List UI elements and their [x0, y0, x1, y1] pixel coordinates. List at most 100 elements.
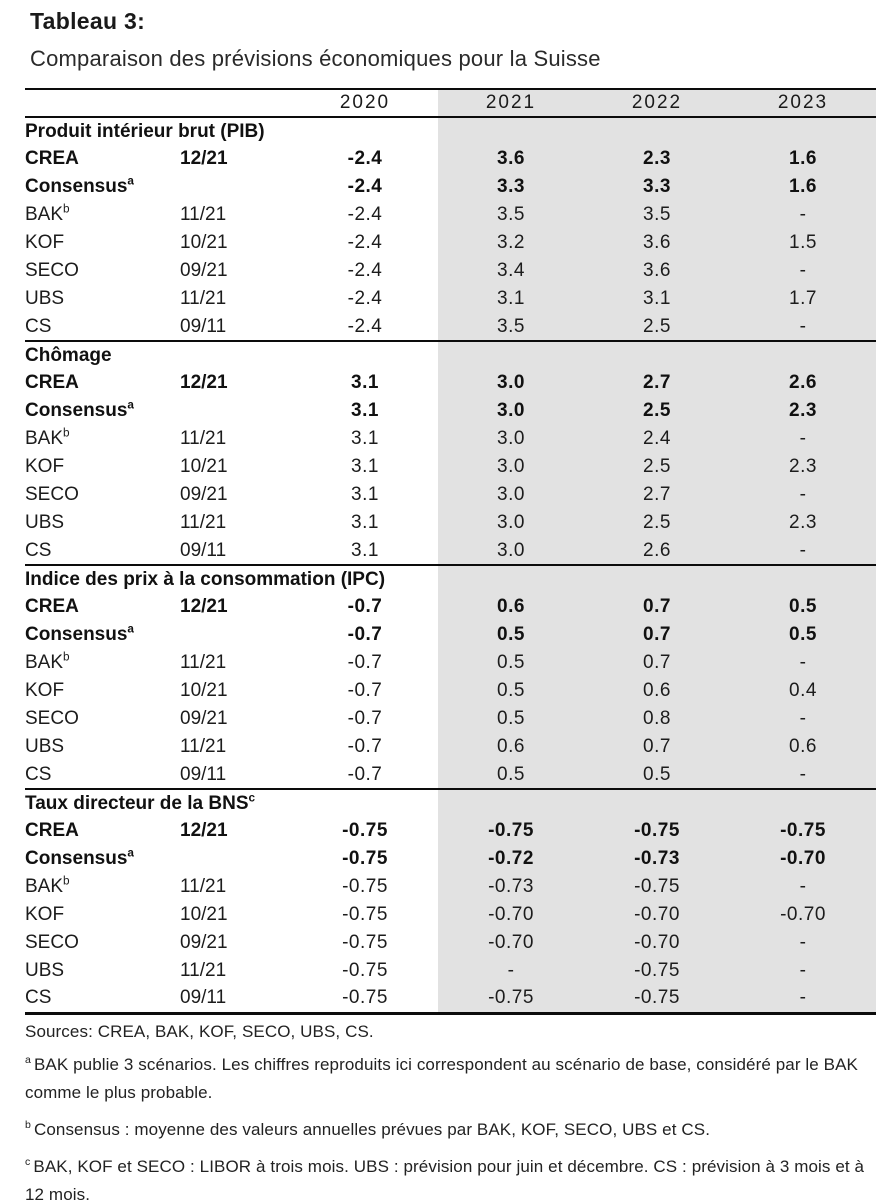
value-2020: -2.4 [347, 148, 383, 169]
institution-label: BAKb [25, 650, 70, 673]
section-title: Chômage [25, 340, 438, 369]
value-2020: -0.75 [342, 848, 388, 869]
footnote-a-marker: a [25, 1053, 31, 1066]
value-2021: 3.4 [438, 257, 584, 285]
footnote-marker: a [127, 846, 134, 860]
value-2023: - [730, 761, 876, 789]
empty-shaded-cell [584, 564, 730, 593]
empty-shaded-cell [730, 116, 876, 145]
value-2020: -0.75 [292, 985, 438, 1015]
value-2023: 0.5 [730, 621, 876, 649]
institution-label: KOF [25, 232, 65, 253]
value-2022: 0.7 [584, 649, 730, 677]
forecast-row: KOF 10/21 -0.75 -0.70 -0.70 -0.70 [25, 901, 876, 929]
footnote-marker: b [63, 650, 70, 664]
value-2022: 2.6 [584, 537, 730, 565]
forecast-date: 12/21 [180, 148, 228, 169]
value-2023: 2.3 [730, 509, 876, 537]
section-title: Indice des prix à la consommation (IPC) [25, 564, 438, 593]
value-2020: -0.7 [347, 708, 383, 729]
value-2021: 3.0 [438, 369, 584, 397]
value-2020: 3.1 [351, 400, 379, 421]
forecast-date [180, 397, 292, 425]
value-2023: 2.3 [730, 453, 876, 481]
value-2022: -0.70 [584, 929, 730, 957]
footnote-marker: a [127, 398, 134, 412]
section-title: Produit intérieur brut (PIB) [25, 116, 438, 145]
value-2023: 1.5 [730, 229, 876, 257]
value-2020: -0.7 [347, 763, 383, 785]
forecast-date: 09/11 [180, 539, 227, 561]
value-2021: 3.5 [438, 201, 584, 229]
value-2020: -0.7 [347, 736, 383, 757]
value-2021: - [438, 957, 584, 985]
forecast-table: 2020 2021 2022 2023 Produit intérieur brut … [25, 88, 876, 1015]
value-2020: 3.1 [351, 484, 379, 505]
value-2021: 0.5 [438, 649, 584, 677]
institution-label: UBS [25, 288, 65, 309]
institution-label: CS [25, 763, 52, 785]
forecast-row: UBS 11/21 -0.75- -0.75- [25, 957, 876, 985]
value-2023: - [730, 929, 876, 957]
forecast-row: BAKb 11/21 -2.4 3.5 3.5- [25, 201, 876, 229]
value-2022: 2.5 [584, 397, 730, 425]
value-2021: 3.0 [438, 537, 584, 565]
value-2022: 2.3 [584, 145, 730, 173]
forecast-date: 12/21 [180, 820, 228, 841]
empty-shaded-cell [584, 788, 730, 817]
institution-label: BAKb [25, 426, 70, 449]
value-2021: 3.0 [438, 453, 584, 481]
forecast-row: SECO 09/21 -0.7 0.5 0.8- [25, 705, 876, 733]
forecast-date: 11/21 [180, 512, 227, 533]
value-2023: - [730, 201, 876, 229]
value-2023: - [730, 481, 876, 509]
sources-line: Sources: CREA, BAK, KOF, SECO, UBS, CS. [25, 1021, 374, 1041]
forecast-date: 09/21 [180, 260, 228, 281]
institution-label: Consensusa [25, 846, 134, 869]
value-2022: 3.6 [584, 257, 730, 285]
forecast-date: 09/11 [180, 763, 227, 785]
empty-header-cell [25, 88, 292, 118]
forecast-date: 10/21 [180, 680, 228, 701]
empty-shaded-cell [584, 116, 730, 145]
institution-label: SECO [25, 708, 79, 729]
value-2023: 1.6 [730, 173, 876, 201]
value-2022: 0.7 [584, 733, 730, 761]
value-2020: 3.1 [351, 372, 379, 393]
year-column-2022: 2022 [584, 88, 730, 118]
value-2021: 3.2 [438, 229, 584, 257]
value-2020: 3.1 [351, 428, 379, 449]
value-2020: -2.4 [347, 315, 383, 337]
value-2021: 0.5 [438, 761, 584, 789]
institution-label: CS [25, 539, 52, 561]
institution-label: CS [25, 985, 180, 1015]
forecast-date [180, 845, 292, 873]
empty-shaded-cell [438, 564, 584, 593]
forecast-row: CREA 12/21 -0.7 0.6 0.7 0.5 [25, 593, 876, 621]
empty-shaded-cell [584, 340, 730, 369]
institution-label: Consensusa [25, 398, 134, 421]
value-2020: -0.75 [342, 820, 388, 841]
value-2020: -2.4 [347, 232, 383, 253]
value-2023: -0.75 [730, 817, 876, 845]
forecast-row: CS 09/11 -2.4 3.5 2.5- [25, 313, 876, 341]
institution-label: CREA [25, 596, 79, 617]
value-2022: 3.1 [584, 285, 730, 313]
forecast-date: 11/21 [180, 204, 227, 225]
institution-label: KOF [25, 680, 65, 701]
forecast-row: SECO 09/21 -2.4 3.4 3.6- [25, 257, 876, 285]
footnote-marker: a [127, 622, 134, 636]
forecast-date: 10/21 [180, 456, 228, 477]
forecast-row: CREA 12/21 3.1 3.0 2.7 2.6 [25, 369, 876, 397]
section-header-row: Produit intérieur brut (PIB) [25, 116, 876, 145]
value-2020: -0.75 [342, 960, 388, 981]
year-column-2023: 2023 [730, 88, 876, 118]
section-header-row: Indice des prix à la consommation (IPC) [25, 564, 876, 593]
forecast-row: SECO 09/21 -0.75 -0.70 -0.70- [25, 929, 876, 957]
value-2022: 2.4 [584, 425, 730, 453]
footnote-c-marker: c [25, 1155, 31, 1168]
institution-label: SECO [25, 260, 79, 281]
forecast-date: 09/11 [180, 315, 227, 337]
forecast-date: 12/21 [180, 596, 228, 617]
forecast-row: KOF 10/21 -0.7 0.5 0.6 0.4 [25, 677, 876, 705]
